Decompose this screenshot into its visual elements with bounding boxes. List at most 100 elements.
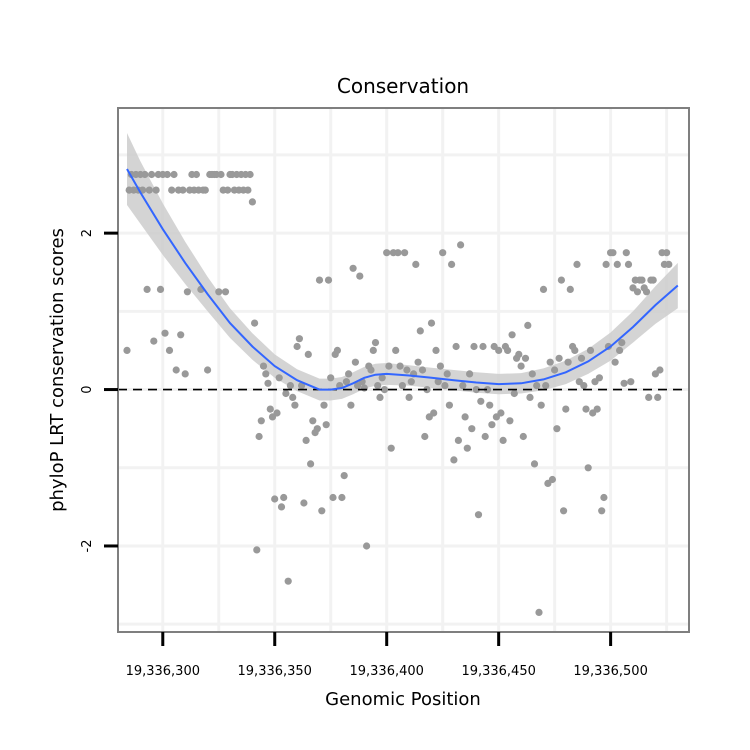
- data-point: [586, 346, 595, 354]
- data-point: [515, 350, 523, 358]
- data-point: [510, 389, 518, 398]
- data-point: [459, 382, 467, 390]
- data-point: [546, 358, 554, 366]
- data-point: [481, 432, 489, 441]
- data-point: [566, 285, 574, 293]
- data-point: [246, 170, 254, 179]
- data-point: [148, 170, 156, 179]
- data-point: [322, 421, 330, 429]
- data-point: [244, 186, 252, 194]
- data-point: [150, 337, 158, 345]
- data-point: [519, 432, 527, 441]
- data-point: [477, 397, 485, 405]
- data-point: [517, 362, 525, 370]
- data-point: [277, 503, 286, 511]
- y-tick-label: 2: [80, 229, 95, 237]
- data-point: [143, 285, 151, 293]
- data-point: [315, 276, 324, 284]
- data-point: [573, 260, 581, 268]
- data-point: [553, 425, 561, 433]
- data-point: [598, 507, 606, 515]
- data-point: [181, 370, 189, 378]
- data-point: [542, 382, 550, 390]
- data-point: [483, 386, 492, 394]
- data-point: [526, 393, 534, 401]
- data-point: [521, 354, 530, 362]
- data-point: [221, 288, 230, 296]
- data-point: [248, 198, 256, 206]
- data-point: [474, 511, 483, 519]
- data-point: [289, 393, 297, 401]
- data-point: [616, 346, 624, 354]
- data-point: [282, 389, 290, 398]
- data-point: [611, 358, 619, 366]
- data-point: [562, 405, 570, 413]
- data-point: [351, 358, 359, 366]
- data-point: [380, 386, 389, 394]
- data-point: [530, 460, 539, 468]
- data-point: [257, 417, 265, 425]
- data-point: [284, 577, 292, 585]
- data-point: [145, 186, 153, 194]
- data-point: [168, 186, 176, 194]
- data-point: [271, 495, 279, 503]
- data-point: [461, 413, 469, 421]
- data-point: [472, 386, 480, 394]
- data-point: [318, 507, 326, 515]
- data-point: [430, 409, 438, 417]
- data-point: [367, 366, 375, 374]
- data-point: [374, 382, 382, 390]
- data-point: [338, 493, 346, 502]
- data-point: [179, 186, 187, 194]
- plot-area: 19,336,300 19,336,350 19,336,400 19,336,450…: [80, 107, 690, 679]
- data-point: [385, 362, 393, 370]
- y-axis-label: phyloP LRT conservation scores: [47, 228, 68, 512]
- data-point: [427, 319, 436, 327]
- data-point: [613, 260, 621, 268]
- data-point: [403, 366, 411, 374]
- data-point: [535, 608, 543, 617]
- data-point: [445, 401, 453, 409]
- data-point: [165, 346, 174, 354]
- chart-title: Conservation: [337, 74, 469, 98]
- data-point: [405, 393, 413, 401]
- data-point: [309, 417, 317, 425]
- data-point: [152, 186, 160, 194]
- data-point: [347, 401, 355, 409]
- data-point: [396, 362, 404, 370]
- data-point: [564, 358, 572, 366]
- data-point: [448, 260, 456, 268]
- data-point: [320, 401, 328, 409]
- data-point: [555, 354, 563, 362]
- data-point: [645, 393, 653, 401]
- data-point: [577, 354, 586, 362]
- data-point: [539, 285, 548, 293]
- data-point: [369, 346, 377, 354]
- data-point: [439, 249, 447, 257]
- data-point: [654, 393, 662, 401]
- data-point: [302, 436, 310, 444]
- data-point: [593, 405, 601, 413]
- data-point: [524, 321, 532, 329]
- data-point: [392, 346, 400, 354]
- data-point: [618, 339, 626, 347]
- x-tick-label: 19,336,450: [461, 664, 535, 679]
- x-tick-label: 19,336,400: [349, 664, 423, 679]
- data-point: [363, 542, 371, 550]
- data-point: [170, 170, 178, 179]
- data-point: [504, 346, 512, 354]
- data-point: [329, 493, 337, 502]
- data-point: [421, 432, 429, 441]
- data-point: [398, 382, 406, 390]
- data-point: [280, 493, 288, 502]
- data-point: [340, 472, 348, 480]
- data-point: [356, 272, 364, 280]
- data-point: [560, 507, 568, 515]
- data-point: [264, 379, 272, 387]
- data-point: [656, 366, 664, 374]
- data-point: [224, 186, 232, 194]
- data-point: [345, 370, 353, 378]
- data-point: [441, 382, 449, 390]
- data-point: [255, 432, 263, 441]
